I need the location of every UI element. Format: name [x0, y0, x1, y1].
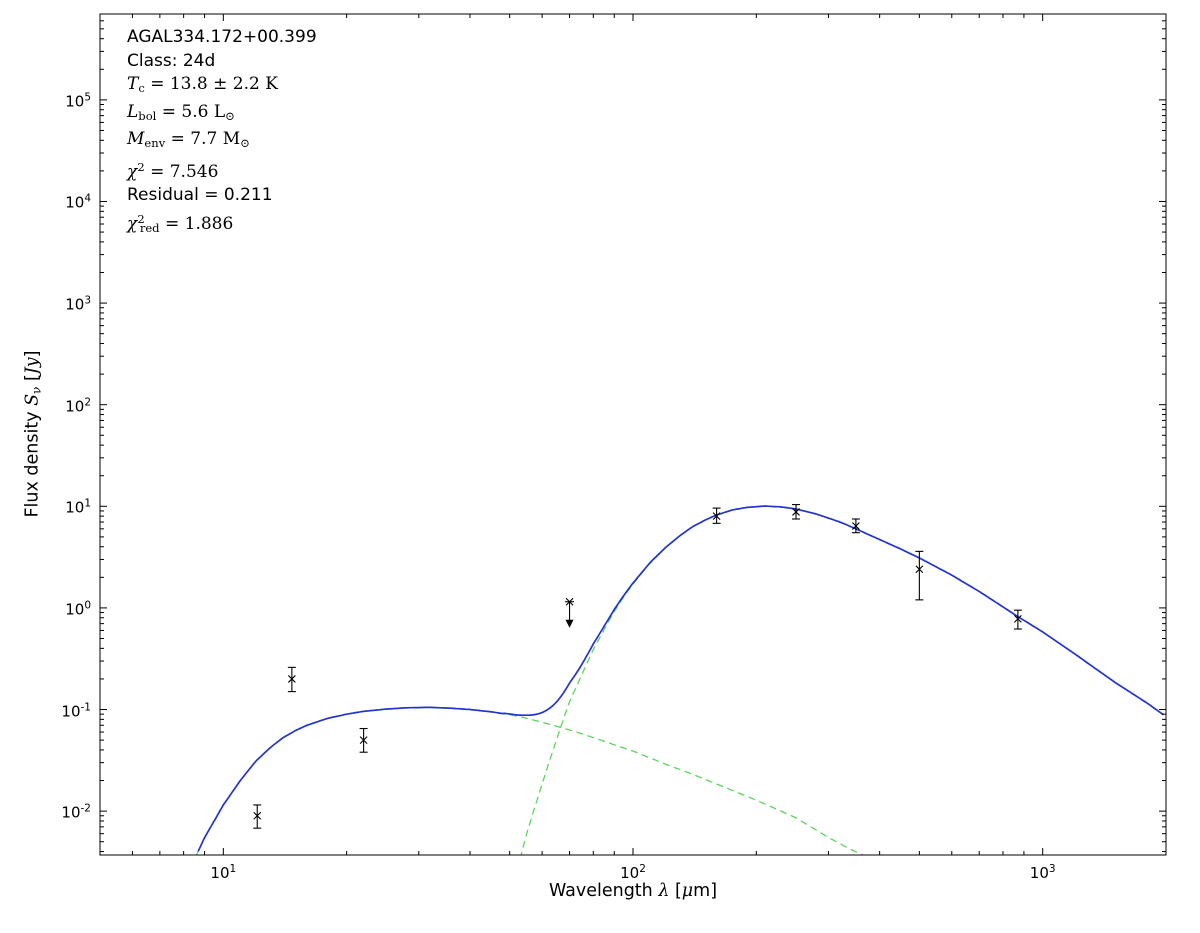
text-segment: L — [127, 101, 139, 122]
text-segment: ⊙ — [225, 108, 235, 123]
text-segment: = 1.886 — [159, 213, 234, 234]
x-marker — [712, 512, 721, 521]
text-segment: c — [138, 81, 145, 96]
annotation-line: Menv = 7.7 M⊙ — [127, 128, 317, 156]
x-tick-label: 102 — [620, 863, 646, 882]
data-point — [915, 550, 924, 601]
upper-limit-arrowhead — [565, 619, 574, 628]
text-segment: AGAL334.172+00.399 — [127, 27, 317, 47]
data-point — [712, 507, 721, 524]
data-point — [565, 597, 575, 628]
text-segment: m] — [693, 881, 718, 901]
x-marker — [852, 522, 860, 530]
text-segment: λ — [658, 881, 670, 901]
text-segment: bol — [138, 108, 157, 123]
text-segment: = 7.546 — [144, 161, 219, 182]
annotation-line: Class: 24d — [127, 50, 317, 74]
y-tick-label: 105 — [65, 91, 91, 111]
text-segment: Residual = 0.211 — [127, 185, 273, 206]
text-segment: = 13.8 ± 2.2 K — [144, 74, 278, 94]
text-segment: ] — [22, 350, 43, 358]
text-segment: χ — [127, 213, 138, 234]
data-point — [792, 504, 801, 520]
annotation-line: χ2red = 1.886 — [127, 208, 317, 241]
text-segment: T — [127, 74, 139, 94]
model-total-curve — [197, 505, 1164, 852]
y-tick-label: 10-1 — [61, 701, 91, 721]
text-segment: Flux density — [22, 405, 43, 518]
text-segment: env — [144, 136, 166, 151]
x-axis-label: Wavelength λ [μm] — [549, 881, 717, 901]
x-marker — [1014, 614, 1022, 623]
warm-component-curve — [195, 706, 865, 855]
data-point — [1013, 609, 1022, 630]
y-tick-label: 10-2 — [61, 802, 91, 822]
text-segment: Class: 24d — [127, 50, 216, 71]
x-tick-label: 101 — [210, 863, 237, 882]
annotation-line: AGAL334.172+00.399 — [127, 26, 317, 50]
x-marker — [915, 565, 924, 574]
annotation-block: AGAL334.172+00.399 Class: 24d Tc = 13.8 ± … — [127, 26, 317, 240]
curves-group — [195, 505, 1164, 855]
text-segment: Jy — [22, 357, 43, 375]
annotation-line: χ2 = 7.546 — [127, 156, 317, 184]
data-point — [359, 727, 368, 753]
text-segment: ⊙ — [240, 136, 250, 151]
x-marker — [359, 736, 368, 744]
annotation-line: Residual = 0.211 — [127, 184, 317, 208]
text-segment: χ — [127, 161, 138, 182]
data-point — [253, 804, 262, 829]
y-tick-label: 100 — [65, 599, 91, 619]
x-marker — [253, 811, 262, 820]
annotation-line: Lbol = 5.6 L⊙ — [127, 101, 317, 129]
cold-component-curve — [520, 505, 1164, 855]
data-points-group — [253, 504, 1022, 829]
text-segment: = 7.7 M — [165, 129, 241, 150]
x-marker — [565, 597, 574, 606]
annotation-line: Tc = 13.8 ± 2.2 K — [127, 73, 317, 101]
text-segment: M — [127, 129, 145, 150]
x-tick-label: 103 — [1029, 863, 1056, 882]
text-segment: [ — [669, 881, 682, 901]
text-segment: ν — [29, 386, 44, 394]
text-segment: μ — [681, 881, 694, 901]
text-segment: S — [22, 393, 43, 406]
text-segment: 2 — [137, 160, 145, 175]
y-axis-label: Flux density Sν [Jy] — [22, 350, 43, 517]
y-tick-label: 102 — [65, 396, 91, 416]
data-point — [287, 666, 296, 693]
x-marker — [792, 508, 800, 516]
y-tick-label: 104 — [65, 192, 91, 212]
data-point — [851, 518, 860, 534]
y-tick-label: 103 — [65, 294, 91, 314]
x-marker — [287, 675, 296, 683]
text-segment: = 5.6 L — [156, 101, 226, 122]
text-segment: red — [139, 220, 160, 235]
text-segment: Wavelength — [548, 881, 659, 901]
text-segment: [ — [22, 374, 43, 387]
y-tick-label: 101 — [65, 497, 91, 517]
ticks-group — [99, 13, 1167, 855]
text-segment: 2 — [137, 211, 145, 226]
